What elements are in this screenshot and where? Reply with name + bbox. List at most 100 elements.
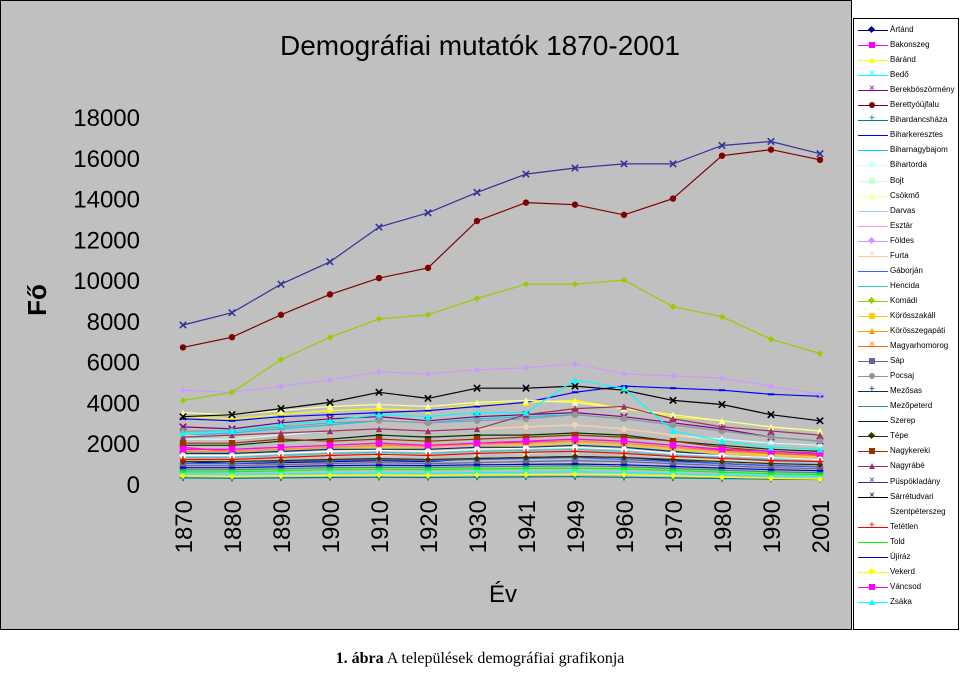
data-point	[326, 257, 334, 266]
data-point	[816, 450, 824, 457]
data-point	[669, 442, 677, 449]
data-point	[522, 199, 530, 206]
data-point	[767, 423, 775, 431]
data-point	[669, 421, 677, 429]
legend-marker-swatch	[869, 554, 875, 560]
legend-line-swatch	[858, 481, 888, 483]
data-point	[571, 405, 579, 412]
data-point	[228, 427, 236, 435]
legend-line-swatch	[858, 556, 888, 558]
data-point	[620, 458, 628, 465]
data-point	[424, 264, 432, 272]
data-point	[228, 452, 236, 459]
data-point	[620, 370, 628, 378]
legend-marker-swatch	[869, 373, 875, 380]
y-tick-label: 2000	[87, 431, 140, 458]
data-point	[375, 401, 383, 408]
data-point	[522, 409, 530, 416]
x-tick-label: 1941	[514, 500, 541, 553]
data-point	[522, 384, 530, 392]
legend-line-swatch	[858, 75, 888, 77]
legend-label: Szentpéterszeg	[890, 506, 946, 516]
series-line-3	[182, 471, 821, 477]
legend-label: Újiráz	[890, 551, 911, 561]
data-point	[277, 404, 285, 413]
legend-label: Berekböszörmény	[890, 85, 955, 95]
series-line-16	[183, 456, 821, 468]
data-point	[375, 425, 383, 433]
data-point	[816, 391, 824, 398]
data-point	[326, 452, 334, 459]
data-point	[375, 388, 383, 397]
legend-label: Told	[890, 536, 905, 546]
series-line-35	[183, 463, 821, 472]
legend-label: Tépe	[890, 431, 909, 441]
legend-label: Földes	[890, 235, 915, 245]
data-point	[718, 473, 726, 481]
data-point	[375, 368, 383, 376]
data-point	[277, 429, 285, 437]
data-point	[767, 410, 775, 419]
series-line-32	[183, 446, 821, 461]
data-point	[277, 382, 285, 390]
data-point	[571, 411, 579, 418]
legend-marker-swatch	[867, 432, 876, 440]
data-point	[179, 397, 187, 404]
series-line-28	[183, 434, 821, 454]
data-point	[228, 410, 236, 419]
series-line-27	[183, 455, 821, 466]
legend-label: Körösszegapáti	[890, 326, 946, 335]
data-point	[816, 458, 824, 465]
y-tick-label: 0	[127, 472, 140, 499]
legend-line-swatch	[858, 406, 888, 408]
legend-marker-swatch	[869, 403, 875, 409]
data-point	[718, 313, 726, 321]
legend-line-swatch	[858, 285, 888, 287]
data-point	[326, 407, 334, 414]
data-point	[375, 405, 383, 412]
data-point	[669, 372, 677, 380]
x-tick-label: 1890	[269, 500, 296, 553]
data-point	[522, 364, 530, 371]
data-point	[326, 417, 334, 424]
legend-item: + Tetétlen	[854, 520, 958, 535]
legend-label: Hencida	[890, 280, 920, 290]
legend-marker-swatch	[869, 177, 875, 184]
legend-line-swatch	[858, 150, 888, 152]
legend-line-swatch	[858, 526, 888, 528]
legend-marker-swatch	[869, 132, 875, 138]
legend-marker-swatch	[867, 567, 876, 575]
legend-line-swatch	[858, 120, 888, 122]
data-point	[816, 350, 824, 357]
data-point	[571, 444, 579, 451]
data-point	[522, 454, 530, 461]
data-point	[718, 374, 726, 382]
x-tick-label: 1960	[612, 500, 639, 553]
y-axis-label: Fő	[22, 284, 52, 316]
legend-label: Szerep	[890, 416, 916, 426]
legend-label: Mezősas	[890, 386, 923, 396]
data-point	[424, 311, 432, 318]
data-point	[473, 188, 481, 197]
legend-line-swatch	[858, 210, 888, 212]
data-point	[669, 453, 677, 460]
legend-label: Bihartorda	[890, 160, 927, 170]
legend-item: Berettyóújfalu	[854, 98, 958, 113]
data-point	[424, 442, 432, 449]
legend-marker-swatch	[869, 328, 875, 334]
data-point	[571, 164, 579, 172]
y-tick-label: 16000	[73, 146, 140, 173]
y-tick-label: 18000	[73, 105, 140, 132]
data-point	[669, 411, 677, 418]
legend-marker-swatch	[869, 539, 875, 545]
data-point	[816, 156, 824, 164]
data-point	[375, 315, 383, 323]
data-point	[375, 435, 383, 443]
legend-item: × Bedő	[854, 68, 958, 83]
series-line-34	[183, 467, 821, 476]
data-point	[816, 465, 824, 472]
data-point	[571, 471, 579, 478]
data-point	[326, 442, 334, 449]
legend-label: Biharkeresztes	[890, 130, 943, 140]
legend-marker-swatch	[869, 147, 875, 153]
